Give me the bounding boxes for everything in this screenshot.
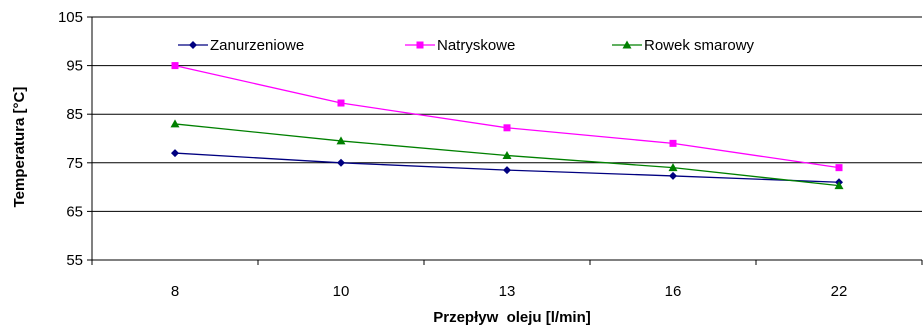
- legend-marker: [416, 41, 424, 49]
- x-tick-label: 8: [171, 283, 179, 300]
- data-point: [503, 166, 511, 175]
- legend-item: Natryskowe: [405, 37, 515, 54]
- x-tick-label: 22: [831, 283, 848, 300]
- legend-marker: [189, 41, 197, 49]
- y-axis-title: Temperatura [°C]: [11, 87, 28, 208]
- data-point: [669, 171, 677, 180]
- y-tick-label: 75: [66, 155, 83, 172]
- legend: Zanurzeniowe Natryskowe Rowek smarowy: [178, 37, 755, 54]
- y-tick-label: 85: [66, 106, 83, 123]
- y-tick-label: 95: [66, 58, 83, 75]
- data-point: [171, 62, 179, 70]
- series-1: [171, 149, 843, 187]
- x-tick-label: 16: [665, 283, 682, 300]
- data-point: [834, 181, 844, 190]
- series-2: [171, 62, 843, 172]
- legend-label: Rowek smarowy: [644, 37, 755, 54]
- data-point: [835, 164, 843, 172]
- legend-marker: [622, 40, 632, 49]
- data-point: [337, 99, 345, 107]
- data-point: [502, 151, 512, 160]
- x-tick-label: 10: [333, 283, 350, 300]
- series-3: [170, 119, 844, 190]
- gridlines: [92, 16, 922, 261]
- x-axis-title: Przepływ oleju [l/min]: [433, 309, 591, 326]
- y-tick-label: 55: [66, 252, 83, 269]
- data-point: [336, 136, 346, 145]
- data-point: [503, 124, 511, 132]
- data-point: [337, 158, 345, 167]
- y-tick-label: 65: [66, 203, 83, 220]
- axes: 55 65 75 85 95 105 8 10 13 16 22: [58, 9, 923, 300]
- legend-item: Zanurzeniowe: [178, 37, 304, 54]
- y-tick-label: 105: [58, 9, 83, 26]
- legend-item: Rowek smarowy: [612, 37, 755, 54]
- x-tick-label: 13: [499, 283, 516, 300]
- data-point: [668, 163, 678, 172]
- data-point: [669, 139, 677, 147]
- series-group: [170, 62, 844, 190]
- data-point: [171, 149, 179, 158]
- data-point: [170, 119, 180, 128]
- legend-label: Zanurzeniowe: [210, 37, 304, 54]
- legend-label: Natryskowe: [437, 37, 515, 54]
